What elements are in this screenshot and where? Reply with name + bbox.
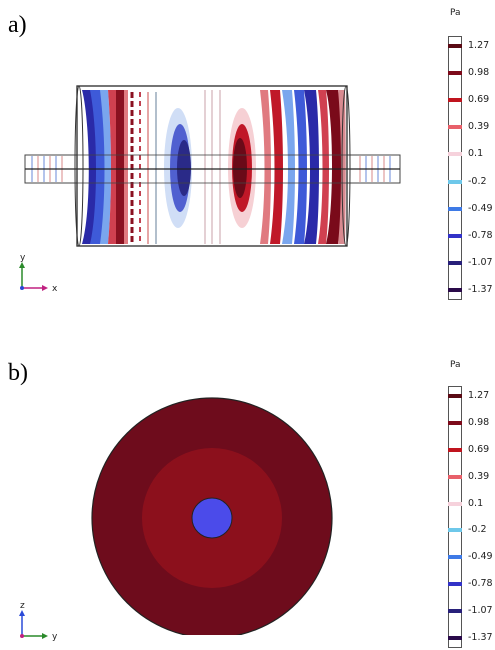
color-swatch (448, 474, 462, 479)
color-swatch (448, 179, 462, 184)
scale-tick-label: 0.69 (468, 94, 490, 106)
scale-tick-label: 0.1 (468, 148, 484, 160)
pressure-bands (82, 90, 346, 244)
color-swatch (448, 71, 462, 76)
cylinder-side-view (24, 85, 401, 247)
color-swatch (448, 152, 462, 157)
inner-shaft-region (191, 497, 233, 539)
scale-tick-label: -0.49 (468, 551, 493, 563)
scale-tick-label: 0.1 (468, 497, 484, 509)
color-swatch (448, 528, 462, 533)
color-swatch (448, 609, 462, 614)
color-swatch (448, 206, 462, 211)
color-swatch (448, 233, 462, 238)
axis-triad-a: y x (19, 253, 58, 294)
color-swatch (448, 288, 462, 292)
cross-section-view (91, 397, 333, 635)
scale-tick-label: 1.27 (468, 40, 490, 51)
axis-triad-b: z y (19, 601, 58, 642)
scale-tick-label: 0.98 (468, 416, 490, 428)
color-swatch (448, 125, 462, 130)
color-scale-b: 1.27 0.98 0.69 0.39 0.1 -0.2 -0.49 -0.78 -1.07 -1… (448, 386, 495, 648)
scale-tick-label: -1.37 (468, 632, 493, 643)
scale-tick-label: 0.39 (468, 470, 490, 482)
scale-tick-label: -1.07 (468, 256, 493, 268)
scale-tick-label: -1.07 (468, 605, 493, 617)
color-scale-a: 1.27 0.98 0.69 0.39 0.1 -0.2 -0.49 -0.78 -1.07 -1… (448, 36, 495, 300)
unit-label-b: Pa (450, 360, 461, 370)
color-swatch (448, 636, 462, 640)
unit-label-a: Pa (450, 8, 461, 18)
scale-tick-label: -0.49 (468, 202, 493, 214)
axis-label-z: z (20, 601, 25, 611)
scale-tick-label: -0.2 (468, 175, 487, 187)
color-swatch (448, 44, 462, 48)
scale-tick-label: 1.27 (468, 390, 490, 401)
axis-label-y: y (20, 253, 26, 263)
axis-label-y-b: y (52, 632, 58, 642)
color-swatch (448, 501, 462, 506)
scale-tick-label: -0.2 (468, 524, 487, 536)
color-swatch (448, 394, 462, 398)
color-swatch (448, 420, 462, 425)
color-swatch (448, 260, 462, 265)
scale-tick-label: 0.39 (468, 121, 490, 133)
scale-tick-label: -0.78 (468, 578, 493, 590)
panel-a-label: a) (8, 12, 27, 38)
color-swatch (448, 447, 462, 452)
panel-b-label: b) (8, 360, 28, 386)
scale-tick-label: 0.98 (468, 67, 490, 79)
color-swatch (448, 98, 462, 103)
scale-tick-label: -1.37 (468, 284, 493, 295)
scale-tick-label: -0.78 (468, 229, 493, 241)
axis-label-x: x (52, 284, 58, 294)
color-swatch (448, 555, 462, 560)
scale-tick-label: 0.69 (468, 443, 490, 455)
color-swatch (448, 582, 462, 587)
